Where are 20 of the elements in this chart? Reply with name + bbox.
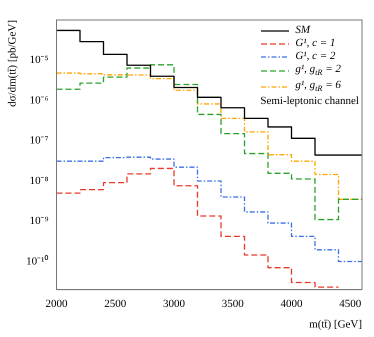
x-tick-label: 3000	[163, 298, 186, 310]
legend-label: g¹, g$_{tR}$ = 6	[295, 79, 341, 96]
x-tick-label: 3500	[222, 298, 244, 310]
y-tick-label: 10⁻⁸	[30, 174, 49, 187]
y-tick-label: 10⁻⁶	[30, 94, 49, 106]
annotation: Semi-leptonic channel	[260, 95, 359, 108]
y-tick-label: 10⁻⁵	[30, 54, 49, 66]
legend-label: G¹, c = 2	[295, 50, 336, 63]
y-axis-title: dσ/dm(tt̄) [pb/GeV]	[6, 20, 18, 107]
x-tick-label: 2000	[46, 298, 68, 310]
x-tick-label: 4000	[280, 298, 303, 310]
y-tick-label: 10⁻¹⁰	[26, 254, 48, 268]
y-tick-label: 10⁻⁹	[30, 215, 49, 228]
x-tick-label: 4500	[339, 298, 362, 310]
legend-label: g¹, g$_{tR}$ = 2	[295, 63, 341, 80]
legend-label: SM	[295, 24, 310, 37]
y-tick-label: 10⁻⁷	[30, 134, 49, 147]
x-tick-label: 2500	[104, 298, 127, 310]
legend-label: G¹, c = 1	[295, 37, 336, 50]
x-axis-title: m(tt̄) [GeV]	[309, 318, 362, 330]
